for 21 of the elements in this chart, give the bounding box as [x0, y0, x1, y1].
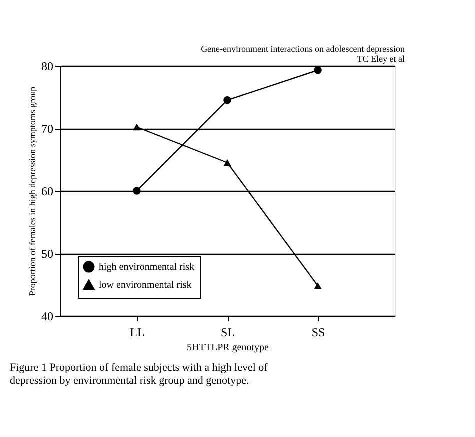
point — [314, 66, 322, 74]
legend-label: low environmental risk — [99, 280, 192, 291]
x-tick-label: SL — [220, 326, 236, 340]
y-tick-label: 50 — [42, 247, 54, 261]
legend-label: high environmental risk — [99, 262, 195, 273]
x-tick-label: LL — [130, 326, 145, 340]
point — [224, 96, 232, 104]
text: Gene-environment interactions on adolescent depression — [201, 44, 406, 54]
y-axis-title: Proportion of females in high depression symptoms group — [28, 86, 38, 296]
x-tick-label: SS — [312, 326, 326, 340]
point — [133, 124, 141, 131]
y-tick-label: 80 — [42, 60, 54, 74]
point — [133, 187, 141, 195]
y-tick-label: 60 — [42, 184, 54, 198]
point — [224, 160, 232, 166]
y-tick-label: 70 — [42, 122, 54, 136]
text: TC Eley et al — [357, 54, 406, 64]
x-axis-title: 5HTTLPR genotype — [187, 342, 270, 354]
y-tick-label: 40 — [42, 310, 54, 324]
point — [314, 282, 322, 290]
caption: Figure 1 Proportion of female subjects with a high level of depression by environmental risk group and genotype. — [10, 362, 268, 387]
